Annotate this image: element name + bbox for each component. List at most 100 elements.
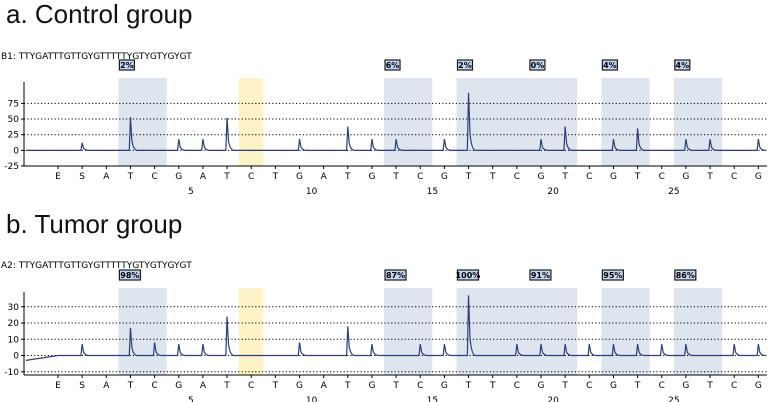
methylation-badge bbox=[384, 59, 401, 71]
methylation-value: 91% bbox=[531, 271, 550, 280]
dispensation-label: T bbox=[223, 381, 230, 391]
y-tick-label: 30 bbox=[8, 303, 20, 313]
dispensation-label: A bbox=[103, 172, 110, 182]
methylation-value: 87% bbox=[386, 271, 405, 280]
y-tick-label: 50 bbox=[8, 115, 20, 125]
dispensation-label: G bbox=[441, 381, 448, 391]
dispensation-label: G bbox=[175, 381, 182, 391]
dispensation-label: G bbox=[296, 172, 303, 182]
dispensation-label: T bbox=[127, 172, 134, 182]
dispensation-label: E bbox=[55, 381, 61, 391]
dispensation-label: T bbox=[561, 381, 568, 391]
methylation-badge bbox=[601, 269, 624, 281]
dispensation-label: C bbox=[248, 172, 254, 182]
position-label: 10 bbox=[306, 396, 318, 402]
cpg-region bbox=[528, 78, 578, 166]
dispensation-label: G bbox=[610, 172, 617, 182]
methylation-value: 98% bbox=[120, 271, 139, 280]
panel-b-title: b. Tumor group bbox=[6, 209, 183, 239]
cpg-region bbox=[456, 78, 529, 166]
y-tick-label: 20 bbox=[8, 319, 20, 329]
position-label: 15 bbox=[427, 396, 438, 402]
panel-a-sequence-label: B1: TTYGATTTGTTGYGTTTTTYGTYGTYGYGT bbox=[1, 52, 192, 62]
methylation-value: 86% bbox=[676, 271, 695, 280]
dispensation-label: G bbox=[538, 381, 545, 391]
dispensation-label: G bbox=[682, 381, 689, 391]
dispensation-label: G bbox=[441, 172, 448, 182]
methylation-badge bbox=[456, 269, 480, 281]
dispensation-label: T bbox=[465, 381, 472, 391]
dispensation-label: T bbox=[561, 172, 568, 182]
methylation-value: 95% bbox=[603, 271, 622, 280]
dispensation-label: G bbox=[538, 172, 545, 182]
methylation-value: 2% bbox=[458, 61, 472, 70]
position-label: 25 bbox=[668, 396, 679, 402]
dispensation-label: A bbox=[200, 381, 207, 391]
y-tick-label: 0 bbox=[13, 146, 19, 156]
methylation-badge bbox=[384, 269, 407, 281]
position-label: 5 bbox=[188, 396, 194, 402]
cpg-region bbox=[673, 78, 723, 166]
methylation-badge bbox=[118, 269, 141, 281]
dispensation-label: C bbox=[586, 172, 592, 182]
methylation-value: 4% bbox=[676, 61, 690, 70]
bisulfite-control-region bbox=[239, 78, 264, 166]
dispensation-label: T bbox=[634, 381, 641, 391]
dispensation-label: T bbox=[223, 172, 230, 182]
dispensation-label: C bbox=[417, 381, 423, 391]
methylation-badge bbox=[118, 59, 135, 71]
methylation-badge bbox=[456, 59, 474, 71]
dispensation-label: C bbox=[151, 381, 157, 391]
position-label: 15 bbox=[427, 187, 438, 197]
dispensation-label: T bbox=[344, 172, 351, 182]
dispensation-label: G bbox=[175, 172, 182, 182]
methylation-badge bbox=[601, 59, 618, 71]
dispensation-label: T bbox=[489, 381, 496, 391]
y-tick-label: 0 bbox=[13, 352, 19, 362]
dispensation-label: G bbox=[296, 381, 303, 391]
panel-b-pyrogram: -10 0 10 20 30 E S A T C G A T C T G A T G T C G T T C G T C G T C G T C G… bbox=[4, 269, 767, 402]
dispensation-label: T bbox=[634, 172, 641, 182]
cpg-region bbox=[118, 78, 167, 166]
position-label: 20 bbox=[547, 187, 559, 197]
methylation-badge bbox=[529, 59, 546, 71]
methylation-value: 4% bbox=[603, 61, 617, 70]
dispensation-label: T bbox=[127, 381, 134, 391]
cpg-region bbox=[528, 288, 578, 375]
dispensation-label: C bbox=[417, 172, 423, 182]
dispensation-label: C bbox=[659, 172, 665, 182]
bisulfite-control-region bbox=[239, 288, 264, 375]
y-tick-label: -10 bbox=[4, 368, 19, 378]
panel-a-pyrogram: -25 0 25 50 75 E S A T C G A T C T G A T G T C G T T C G T C G T C G T C G… bbox=[4, 59, 767, 197]
cpg-region bbox=[384, 78, 433, 166]
dispensation-label: A bbox=[103, 381, 110, 391]
methylation-value: 100% bbox=[456, 271, 481, 280]
dispensation-label: G bbox=[755, 381, 762, 391]
dispensation-label: G bbox=[368, 381, 375, 391]
y-tick-label: -25 bbox=[4, 162, 19, 172]
cpg-region bbox=[118, 288, 167, 375]
panel-a-title: a. Control group bbox=[6, 0, 193, 29]
dispensation-label: S bbox=[79, 381, 85, 391]
dispensation-label: A bbox=[321, 381, 328, 391]
dispensation-label: G bbox=[682, 172, 689, 182]
dispensation-label: G bbox=[368, 172, 375, 182]
dispensation-label: C bbox=[151, 172, 157, 182]
dispensation-label: S bbox=[79, 172, 85, 182]
cpg-region bbox=[601, 288, 650, 375]
dispensation-label: C bbox=[514, 381, 520, 391]
dispensation-label: C bbox=[586, 381, 592, 391]
dispensation-label: T bbox=[392, 381, 399, 391]
cpg-region bbox=[673, 288, 723, 375]
dispensation-label: T bbox=[489, 172, 496, 182]
methylation-badge bbox=[674, 269, 697, 281]
dispensation-label: T bbox=[272, 381, 279, 391]
y-tick-label: 25 bbox=[8, 131, 19, 141]
dispensation-label: E bbox=[55, 172, 61, 182]
dispensation-label: A bbox=[321, 172, 328, 182]
dispensation-label: C bbox=[731, 381, 737, 391]
methylation-value: 2% bbox=[120, 61, 134, 70]
dispensation-label: G bbox=[755, 172, 762, 182]
position-label: 20 bbox=[547, 396, 559, 402]
dispensation-label: T bbox=[272, 172, 279, 182]
